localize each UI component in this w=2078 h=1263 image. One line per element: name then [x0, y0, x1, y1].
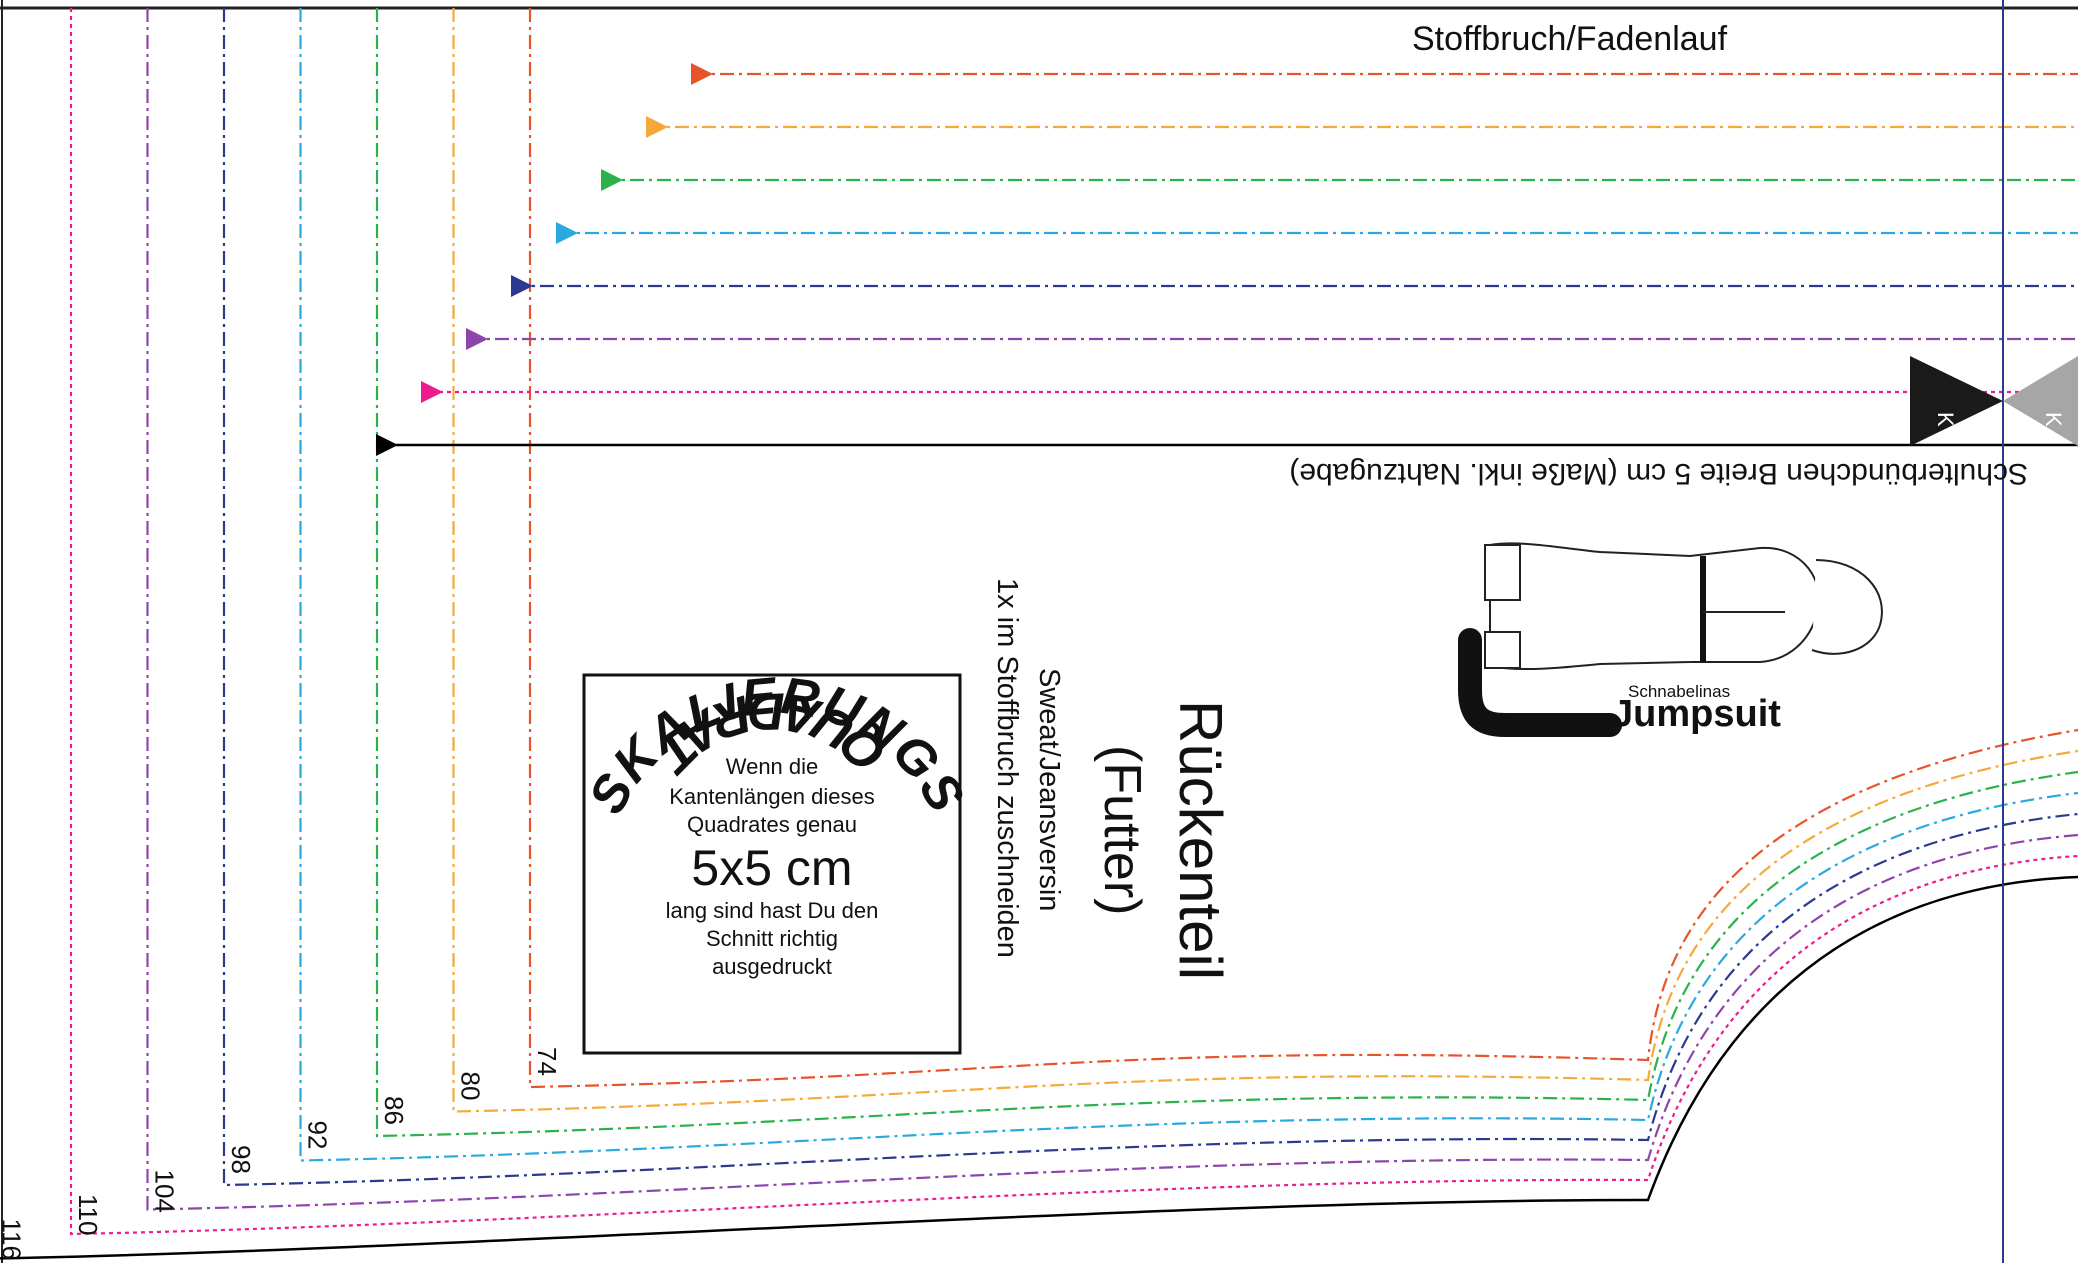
grain-arrow-110	[421, 381, 443, 403]
scale-size: 5x5 cm	[691, 840, 852, 896]
size-label-116: 116	[0, 1219, 27, 1260]
grain-arrow-86	[601, 169, 623, 191]
size-outlines	[0, 8, 2078, 1260]
logo-brand: Schnabelinas	[1628, 682, 1730, 701]
grain-arrow-98	[511, 275, 533, 297]
grain-arrow-116	[376, 434, 398, 456]
grain-arrow-104	[466, 328, 488, 350]
scale-line-4: lang sind hast Du den	[666, 898, 879, 923]
grain-arrow-80	[646, 116, 668, 138]
size-label-110: 110	[73, 1194, 103, 1235]
scale-line-1: Wenn die	[726, 754, 819, 779]
fold-grain-label: Stoffbruch/Fadenlauf	[1412, 20, 1728, 58]
outline-size-104	[146, 8, 2078, 1211]
shoulder-band-label: Schulterbündchen Breite 5 cm (Maße inkl.…	[1289, 457, 2028, 490]
outline-size-116	[0, 875, 2078, 1260]
notch-marker-light	[2003, 356, 2078, 446]
logo-word: Jumpsuit	[1612, 693, 1781, 735]
notch-marker-dark	[1910, 356, 2003, 446]
scale-line-5: Schnitt richtig	[706, 926, 838, 951]
size-label-98: 98	[226, 1145, 256, 1174]
scale-line-3: Quadrates genau	[687, 812, 857, 837]
version-label: Sweat/Jeansversin	[1033, 668, 1065, 911]
outline-size-98	[222, 8, 2078, 1187]
size-label-80: 80	[456, 1072, 486, 1101]
outline-size-80	[452, 8, 2078, 1113]
size-labels: 74 80 86 92 98 104 110 116	[0, 1047, 562, 1260]
piece-name: Rückenteil	[1167, 700, 1234, 980]
scale-line-6: ausgedruckt	[712, 954, 832, 979]
size-label-104: 104	[150, 1170, 180, 1213]
notch-letter-dark: K	[1933, 412, 1958, 427]
scale-line-2: Kantenlängen dieses	[669, 784, 875, 809]
grain-arrows	[376, 63, 2078, 456]
logo-j-swoosh	[1458, 628, 1622, 737]
jumpsuit-logo: Schnabelinas Jumpsuit	[1458, 542, 1883, 737]
size-label-92: 92	[303, 1121, 333, 1150]
scale-box	[582, 673, 962, 1055]
grain-arrow-92	[556, 222, 578, 244]
outline-size-92	[299, 8, 2078, 1162]
jumpsuit-illustration	[1484, 542, 1883, 671]
outline-size-86	[375, 8, 2078, 1138]
piece-sub: (Futter)	[1093, 745, 1151, 915]
outline-size-110	[69, 8, 2078, 1236]
notch-letter-light: K	[2041, 412, 2066, 427]
outline-size-74	[528, 8, 2078, 1089]
grain-arrow-74	[691, 63, 713, 85]
scale-square: SKALIERUNGS QUADRAT Wenn die Kantenlänge…	[578, 667, 974, 1055]
cut-instruction: 1x im Stoffbruch zuschneiden	[991, 578, 1023, 958]
size-label-86: 86	[379, 1096, 409, 1125]
size-label-74: 74	[532, 1047, 562, 1076]
